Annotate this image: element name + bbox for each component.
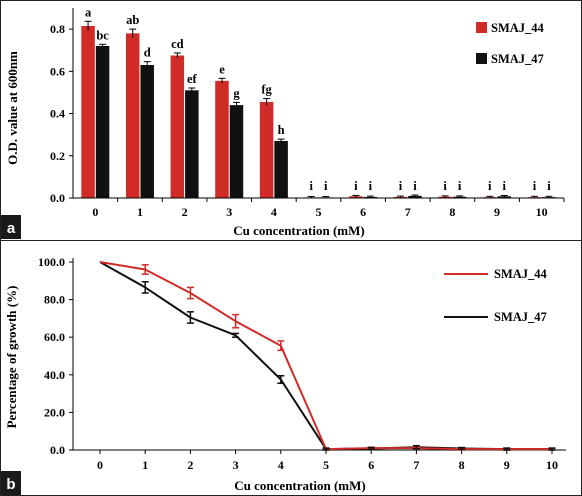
panel-a-significance-letter: i (369, 179, 373, 193)
panel-b-x-tick-label: 5 (323, 458, 329, 472)
panel-b-x-axis-title: Cu concentration (mM) (234, 478, 365, 493)
panel-b-x-tick-label: 3 (233, 458, 239, 472)
panel-tag-a: a (1, 215, 21, 239)
panel-a-significance-letter: e (219, 62, 225, 76)
panel-b-y-ticks: 0.0 20.0 40.0 60.0 80.0 100.0 (38, 255, 73, 457)
panel-a-significance-letter: d (144, 46, 151, 60)
panel-a-significance-letter: i (488, 179, 492, 193)
panel-b-x-tick-label: 8 (459, 458, 465, 472)
panel-a-significance-letter: i (443, 179, 447, 193)
panel-a-y-tick-label: 0.0 (50, 191, 65, 205)
panel-a-x-tick-label: 0 (92, 205, 98, 219)
panel-b-y-tick-label: 60.0 (44, 330, 65, 344)
panel-a-significance-letter: i (533, 179, 537, 193)
panel-a-bar (170, 55, 185, 198)
panel-a-bars (81, 25, 556, 199)
panel-a-significance-letter: cd (171, 37, 184, 51)
panel-a-x-tick-label: 3 (226, 205, 232, 219)
panel-a-significance-letter: fg (261, 83, 272, 97)
panel-tag-a-label: a (7, 220, 16, 237)
panel-tag-a-box (1, 215, 21, 239)
panel-a-x-tick-label: 7 (405, 205, 411, 219)
panel-b-y-tick-label: 0.0 (50, 443, 65, 457)
panel-tag-b-label: b (6, 476, 15, 493)
panel-a-significance-letter: g (233, 86, 240, 100)
panel-a-significance-letter: i (413, 179, 417, 193)
panel-a-x-axis-title: Cu concentration (mM) (233, 223, 364, 238)
panel-a-significance-letter: i (399, 179, 403, 193)
panel-a-significance-letter: i (354, 179, 358, 193)
panel-b-x-tick-label: 1 (142, 458, 148, 472)
panel-b-error-bars (141, 264, 556, 451)
panel-a-y-tick-label: 0.2 (50, 149, 65, 163)
panel-b-x-tick-label: 6 (368, 458, 374, 472)
panel-a-legend-swatch-smaj44 (476, 22, 487, 33)
panel-b-x-tick-label: 10 (546, 458, 558, 472)
panel-a-bar (408, 195, 422, 198)
panel-a-significance-letter: ef (187, 72, 198, 86)
panel-b-y-tick-label: 80.0 (44, 293, 65, 307)
panel-a-x-ticks: 0 1 2 3 4 5 6 7 8 9 10 (92, 198, 565, 219)
panel-a-legend: SMAJ_44 SMAJ_47 (476, 21, 545, 66)
panel-a-y-ticks: 0.0 0.2 0.4 0.6 0.8 (50, 22, 73, 205)
panel-a-significance-letter: ab (126, 13, 139, 27)
panel-a-x-tick-label: 9 (494, 205, 500, 219)
panel-a-significance-letter: i (310, 179, 314, 193)
panel-a-significance-letter: bc (96, 28, 109, 42)
panel-tag-b-box (1, 471, 21, 495)
panel-a-legend-label-smaj44: SMAJ_44 (491, 21, 545, 35)
panel-a-legend-swatch-smaj47 (476, 53, 487, 64)
panel-b-legend-label-smaj47: SMAJ_47 (494, 310, 547, 324)
panel-a-bar (81, 25, 95, 199)
panel-a-significance-letter: i (324, 179, 328, 193)
panel-a-significance-letter: h (278, 123, 285, 137)
panel-b-y-tick-label: 40.0 (44, 368, 65, 382)
panel-a-x-tick-label: 4 (271, 205, 277, 219)
panel-b-x-tick-label: 7 (413, 458, 419, 472)
panel-a-significance-letter: i (547, 179, 551, 193)
panel-a-y-tick-label: 0.6 (50, 64, 65, 78)
panel-a-legend-label-smaj47: SMAJ_47 (491, 52, 544, 66)
panel-b-x-tick-label: 4 (278, 458, 284, 472)
panel-a-significance-letter: a (85, 5, 92, 19)
panel-b-x-tick-label: 2 (187, 458, 193, 472)
panel-a-x-tick-label: 8 (449, 205, 455, 219)
panel-a-x-tick-label: 10 (536, 205, 548, 219)
panel-b-x-tick-label: 9 (504, 458, 510, 472)
panel-a-bar (185, 90, 199, 198)
panel-a-x-tick-label: 2 (182, 205, 188, 219)
panel-a-significance-letter: i (458, 179, 462, 193)
panel-b-legend: SMAJ_44 SMAJ_47 (444, 267, 548, 324)
panel-a-significance-letter: i (503, 179, 507, 193)
panel-a-y-axis-title: O.D. value at 600nm (5, 51, 20, 165)
panel-a-bar (95, 46, 110, 198)
panel-a-bar (215, 80, 229, 198)
panel-b-legend-label-smaj44: SMAJ_44 (494, 267, 548, 281)
panel-a-x-tick-label: 6 (360, 205, 366, 219)
panel-b-y-tick-label: 20.0 (44, 405, 65, 419)
panel-a-bar (140, 65, 154, 198)
panel-a-y-tick-label: 0.8 (50, 22, 65, 36)
panel-a-x-tick-label: 5 (316, 205, 322, 219)
panel-b-y-tick-label: 100.0 (38, 255, 65, 269)
panel-a-bar (274, 141, 288, 198)
panel-a-bar (259, 101, 274, 198)
panel-b-x-tick-label: 0 (97, 458, 103, 472)
panel-b-y-axis-title: Percentage of growth (%) (4, 286, 19, 429)
panel-a-y-tick-label: 0.4 (50, 107, 65, 121)
panel-a-x-tick-label: 1 (137, 205, 143, 219)
panel-a-bar (125, 33, 140, 199)
panel-a-bar (229, 105, 244, 198)
panel-b-line-chart: 0.0 20.0 40.0 60.0 80.0 100.0 0 1 2 3 4 5 6 7 8 9 10 Pe… (4, 255, 566, 493)
panel-tag-b: b (1, 471, 21, 495)
